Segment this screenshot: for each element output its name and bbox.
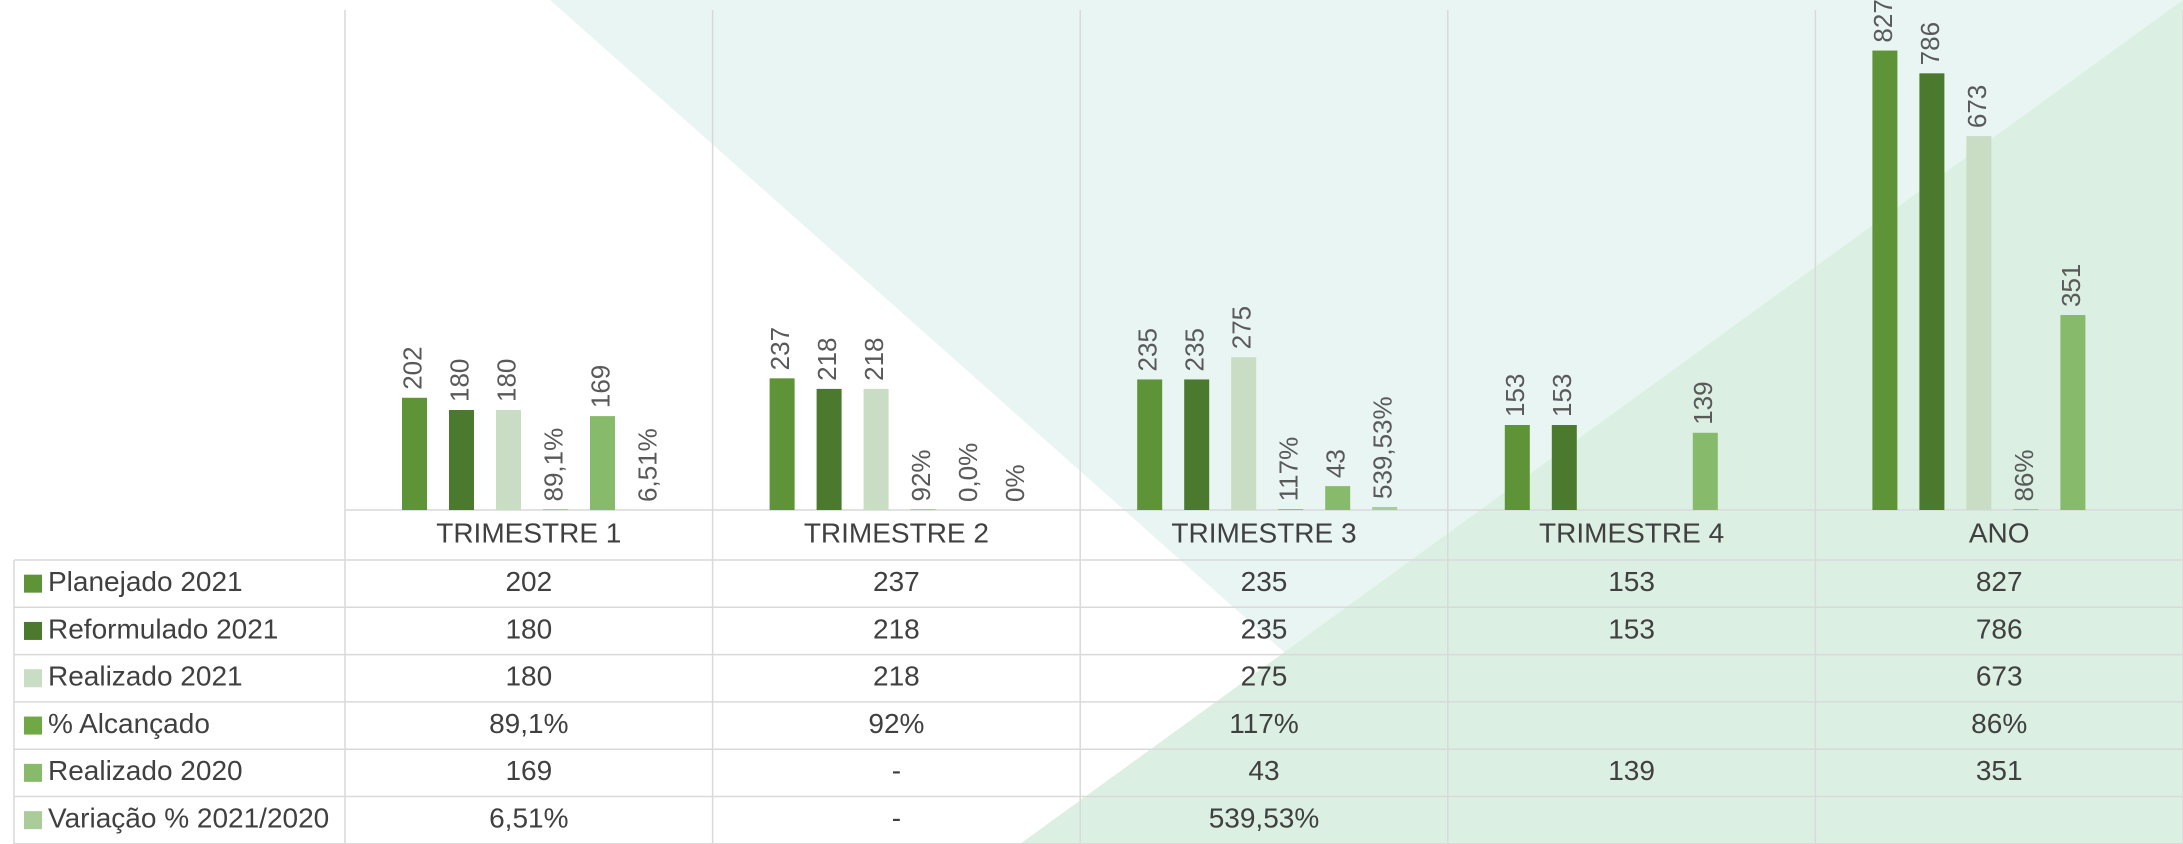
table-cell: 237 — [873, 566, 920, 597]
bar — [402, 397, 427, 510]
data-label: 786 — [1915, 22, 1945, 65]
table-cell: 827 — [1976, 566, 2023, 597]
data-label: 0,0% — [953, 443, 983, 502]
data-label: 539,53% — [1368, 396, 1398, 499]
x-tick-label: TRIMESTRE 3 — [1171, 517, 1356, 548]
table-cell: 153 — [1608, 566, 1655, 597]
table-cell: 275 — [1241, 661, 1288, 692]
bar — [2060, 315, 2086, 510]
table-cell: 235 — [1241, 566, 1288, 597]
data-label: 153 — [1500, 374, 1530, 417]
table-cell: - — [892, 755, 901, 786]
bar — [1137, 379, 1163, 510]
bar — [449, 410, 474, 510]
data-label: 202 — [397, 346, 427, 389]
x-tick-label: TRIMESTRE 2 — [804, 517, 989, 548]
data-label: 351 — [2056, 264, 2086, 307]
data-label: 180 — [491, 359, 521, 402]
table-cell: 139 — [1608, 755, 1655, 786]
table-cell: 6,51% — [489, 803, 568, 834]
data-label: 139 — [1688, 381, 1718, 424]
x-tick-label: TRIMESTRE 4 — [1539, 517, 1724, 548]
data-label: 827 — [1868, 0, 1898, 43]
bar — [1184, 379, 1210, 510]
bar — [1919, 73, 1945, 510]
table-cell: 153 — [1608, 613, 1655, 644]
table-cell: 218 — [873, 613, 920, 644]
data-label: 86% — [2009, 449, 2039, 501]
bar — [590, 416, 615, 510]
data-label: 275 — [1227, 306, 1257, 349]
bar — [1325, 486, 1351, 510]
bar — [1372, 507, 1398, 510]
legend-swatch — [24, 621, 42, 640]
legend-label: Variação % 2021/2020 — [48, 803, 329, 834]
legend-label: % Alcançado — [48, 708, 210, 739]
table-cell: 86% — [1971, 708, 2027, 739]
table-cell: 43 — [1248, 755, 1279, 786]
table-cell: 180 — [505, 661, 552, 692]
bar — [1872, 50, 1898, 511]
data-label: 673 — [1962, 85, 1992, 128]
legend-label: Realizado 2021 — [48, 661, 243, 692]
legend-swatch — [24, 574, 42, 593]
legend-swatch — [24, 811, 42, 830]
data-label: 169 — [585, 365, 615, 408]
legend-label: Realizado 2020 — [48, 755, 243, 786]
table-cell: 117% — [1229, 708, 1299, 739]
data-label: 180 — [444, 359, 474, 402]
legend-label: Reformulado 2021 — [48, 613, 278, 644]
table-cell: - — [892, 803, 901, 834]
data-label: 153 — [1547, 374, 1577, 417]
bar — [816, 388, 842, 510]
bar — [1504, 425, 1530, 510]
data-label: 0% — [1000, 464, 1030, 502]
x-tick-label: TRIMESTRE 1 — [436, 517, 621, 548]
table-cell: 539,53% — [1209, 803, 1320, 834]
table-cell: 169 — [505, 755, 552, 786]
table-cell: 786 — [1976, 613, 2023, 644]
table-cell: 218 — [873, 661, 920, 692]
legend-swatch — [24, 763, 42, 782]
bar — [1692, 432, 1718, 510]
data-label: 237 — [765, 327, 795, 370]
table-cell: 89,1% — [489, 708, 568, 739]
legend-swatch — [24, 716, 42, 735]
data-label: 218 — [812, 337, 842, 380]
x-tick-label: ANO — [1969, 517, 2030, 548]
bar — [1231, 357, 1257, 510]
bar — [1278, 509, 1304, 510]
bar — [1966, 136, 1992, 510]
table-cell: 351 — [1976, 755, 2023, 786]
bar — [496, 410, 521, 510]
table-cell: 92% — [868, 708, 924, 739]
data-label: 6,51% — [632, 428, 662, 502]
data-label: 43 — [1321, 449, 1351, 478]
table-cell: 202 — [505, 566, 552, 597]
bar — [769, 378, 795, 510]
data-label: 117% — [1274, 437, 1304, 502]
bar — [910, 509, 936, 510]
legend-label: Planejado 2021 — [48, 566, 243, 597]
data-label: 92% — [906, 449, 936, 501]
data-label: 218 — [859, 337, 889, 380]
table-cell: 673 — [1976, 661, 2023, 692]
data-label: 235 — [1180, 328, 1210, 371]
data-label: 89,1% — [538, 428, 568, 502]
table-cell: 180 — [505, 613, 552, 644]
legend-swatch — [24, 669, 42, 688]
bar — [863, 388, 889, 510]
bar — [1551, 425, 1577, 510]
data-label: 235 — [1133, 328, 1163, 371]
table-cell: 235 — [1241, 613, 1288, 644]
